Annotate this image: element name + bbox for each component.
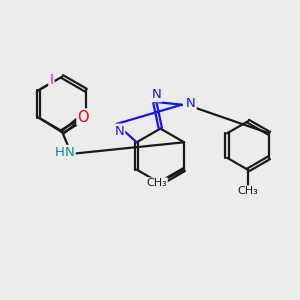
Text: H: H (55, 146, 64, 159)
Text: CH₃: CH₃ (238, 186, 259, 196)
Text: CH₃: CH₃ (146, 178, 167, 188)
Text: O: O (77, 110, 89, 124)
Text: N: N (186, 97, 196, 110)
Text: N: N (115, 124, 124, 138)
Text: N: N (65, 146, 75, 159)
Text: N: N (152, 88, 161, 101)
Text: I: I (50, 73, 53, 87)
